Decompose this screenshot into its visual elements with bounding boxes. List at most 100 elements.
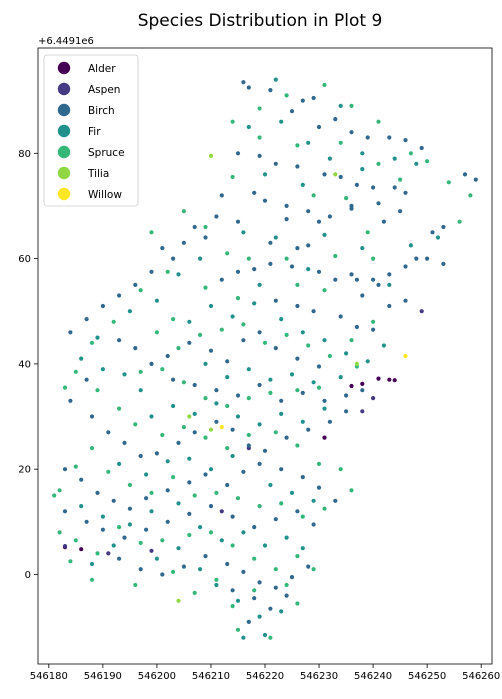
y-axis: 0 20 40 60 80 [18,149,38,581]
chart-title: Species Distribution in Plot 9 [138,11,383,31]
point-birch [333,498,338,503]
x-tick-label: 546260 [462,671,500,682]
x-tick-label: 546200 [138,671,176,682]
point-spruce [468,193,473,198]
point-birch [284,593,289,598]
point-birch [403,264,408,269]
point-spruce [235,496,241,501]
point-birch [316,485,322,490]
point-fir [214,582,219,588]
point-birch [122,440,127,445]
point-birch [203,554,208,559]
point-spruce [284,332,289,337]
point-spruce [268,390,273,395]
legend-marker-fir [57,124,71,138]
legend-label-fir: Fir [88,126,101,138]
point-birch [371,277,376,282]
point-fir [122,372,127,377]
point-birch [117,556,122,561]
y-tick-label: 80 [18,149,31,160]
point-spruce [295,443,300,448]
point-alder [322,435,327,440]
point-birch [306,427,311,432]
point-fir [144,472,149,477]
point-birch [327,214,332,219]
point-fir [235,414,241,419]
legend-marker-birch [57,103,71,117]
point-spruce [95,551,100,556]
point-fir [219,538,224,543]
point-spruce [95,388,100,393]
point-birch [462,172,468,177]
point-birch [149,361,154,366]
point-birch [306,243,311,248]
point-birch [365,135,370,140]
point-spruce [376,161,381,166]
point-birch [360,293,365,298]
point-fir [208,467,214,472]
point-birch [214,419,219,424]
point-spruce [214,577,219,582]
point-spruce [295,554,300,559]
point-spruce [106,469,111,474]
point-fir [300,330,305,335]
point-birch [376,282,381,287]
point-fir [225,375,230,380]
point-spruce [138,288,143,293]
point-spruce [322,506,327,511]
point-spruce [149,230,154,235]
point-birch [338,174,343,180]
point-spruce [230,119,235,124]
point-aspen [219,509,224,514]
point-birch [257,382,262,388]
point-spruce [192,493,197,498]
point-spruce [349,338,354,343]
point-spruce [273,567,278,572]
point-spruce [300,514,305,519]
point-birch [230,588,235,593]
point-fir [262,172,268,177]
point-birch [316,124,322,130]
point-birch [106,430,111,435]
point-spruce [322,82,327,87]
point-spruce [306,343,311,348]
point-birch [235,219,241,224]
point-birch [165,519,170,524]
point-birch [441,261,446,266]
point-fir [154,298,159,303]
point-fir [311,498,316,503]
point-spruce [273,430,278,435]
point-birch [252,190,257,195]
point-birch [273,585,278,590]
point-birch [84,519,89,524]
point-birch [349,203,354,208]
point-fir [322,338,327,343]
point-spruce [127,482,132,488]
point-fir [392,156,397,161]
point-birch [262,198,268,203]
point-fir [138,388,143,393]
point-birch [279,467,284,472]
point-birch [187,480,192,485]
legend-label-birch: Birch [88,105,115,117]
legend: Alder Aspen Birch Fir Spruce Tilia Willow [43,54,139,207]
point-aspen [419,309,424,314]
point-spruce [408,151,413,156]
point-birch [133,346,138,351]
point-fir [279,411,284,416]
point-birch [441,224,446,230]
point-birch [160,246,165,251]
point-fir [338,375,343,380]
point-birch [322,398,327,403]
point-alder [376,376,381,381]
point-tilia [176,598,181,603]
point-birch [403,138,408,143]
point-birch [387,303,392,309]
point-birch [300,390,305,395]
point-birch [295,164,300,169]
y-tick-label: 0 [25,570,31,581]
point-spruce [203,396,208,401]
point-fir [327,156,332,161]
point-birch [214,214,219,219]
point-spruce [89,577,95,582]
